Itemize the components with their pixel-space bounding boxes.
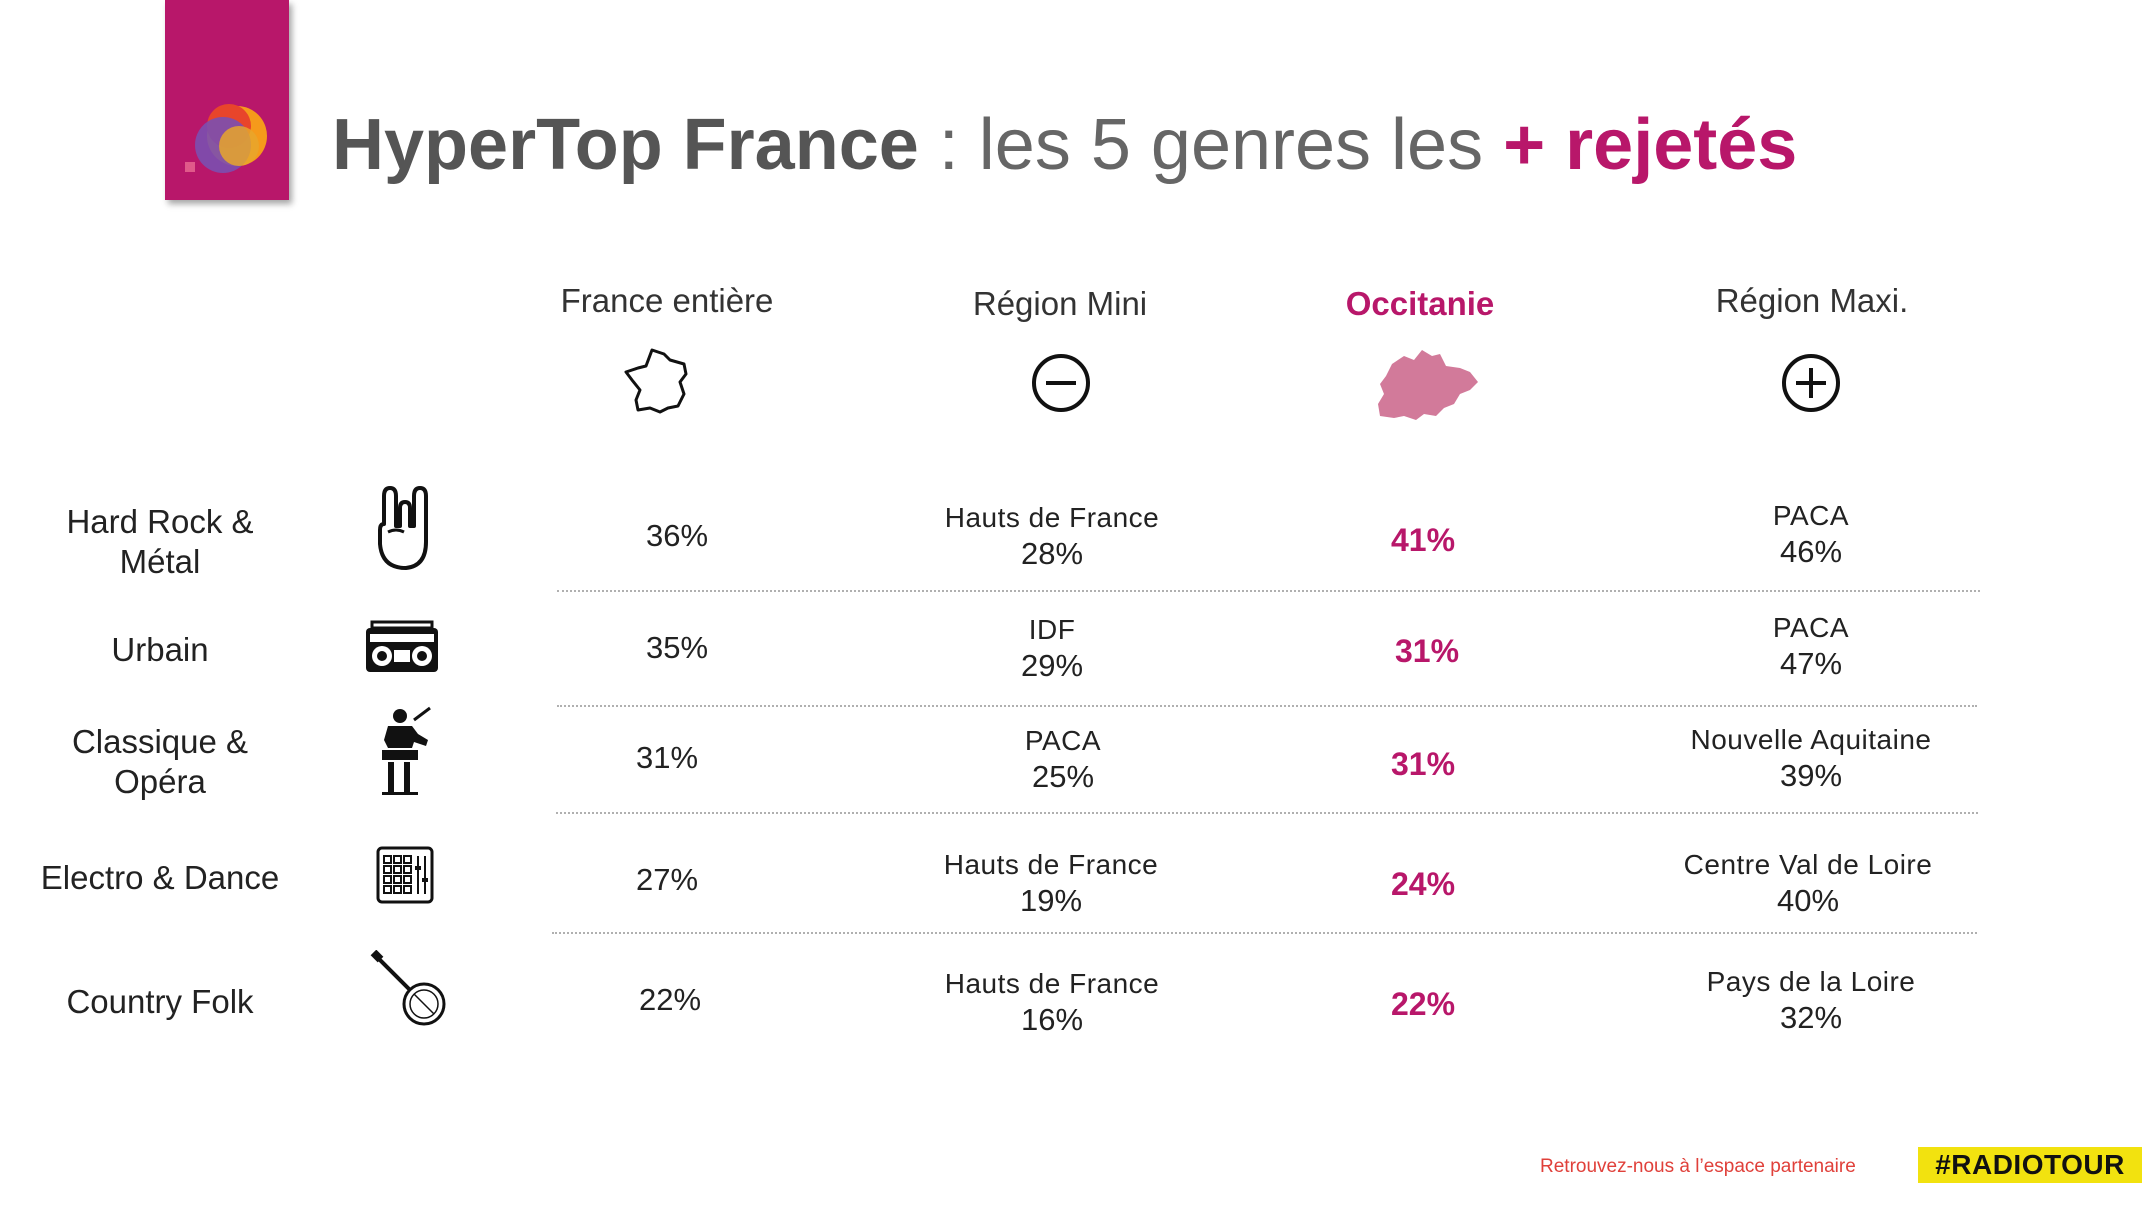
region-mini-cell: Hauts de France 28% xyxy=(872,500,1232,572)
column-header-region-maxi: Région Maxi. xyxy=(1715,282,1909,319)
column-header-region-mini: Région Mini xyxy=(972,285,1148,322)
france-value: 35% xyxy=(645,630,709,665)
region-value: 25% xyxy=(1031,759,1095,794)
boombox-icon xyxy=(366,620,438,672)
genre-label-country-folk: Country Folk xyxy=(66,983,254,1020)
column-header-occitanie: Occitanie xyxy=(1345,285,1495,322)
genre-label-hard-rock: Hard Rock & Métal xyxy=(66,503,254,580)
region-mini-cell: Hauts de France 16% xyxy=(872,966,1232,1038)
region-name: Hauts de France xyxy=(943,849,1159,880)
page-title: HyperTop France : les 5 genres les + rej… xyxy=(332,100,1797,190)
plus-circle-icon xyxy=(1782,354,1840,412)
region-name: IDF xyxy=(1028,614,1076,645)
footer-partner-text: Retrouvez-nous à l’espace partenaire xyxy=(1540,1156,1856,1177)
region-name: Centre Val de Loire xyxy=(1683,849,1933,880)
region-maxi-cell: PACA 47% xyxy=(1631,610,1991,682)
column-header-france: France entière xyxy=(560,282,774,319)
conductor-icon xyxy=(382,706,431,795)
region-mini-cell: Hauts de France 19% xyxy=(871,847,1231,919)
region-value: 32% xyxy=(1779,1000,1843,1035)
region-maxi-cell: Centre Val de Loire 40% xyxy=(1628,847,1988,919)
occitanie-value: 24% xyxy=(1390,866,1456,902)
occitanie-value: 31% xyxy=(1390,746,1456,782)
region-value: 39% xyxy=(1779,758,1843,793)
region-maxi-cell: Nouvelle Aquitaine 39% xyxy=(1631,722,1991,794)
occitanie-value: 22% xyxy=(1390,986,1456,1022)
france-value: 31% xyxy=(635,740,699,775)
title-brand: HyperTop France xyxy=(332,105,919,185)
banjo-icon xyxy=(370,950,446,1026)
region-name: Hauts de France xyxy=(944,968,1160,999)
brand-logo-icon xyxy=(185,104,267,173)
genre-label-urbain: Urbain xyxy=(111,631,209,668)
region-name: Nouvelle Aquitaine xyxy=(1690,724,1932,755)
region-mini-cell: IDF 29% xyxy=(872,612,1232,684)
radiotour-hashtag: #RADIOTOUR xyxy=(1918,1147,2142,1183)
occitanie-value: 31% xyxy=(1394,633,1460,669)
region-maxi-cell: PACA 46% xyxy=(1631,498,1991,570)
france-map-icon xyxy=(624,348,688,414)
occitanie-map-icon xyxy=(1378,350,1478,420)
genre-label-electro: Electro & Dance xyxy=(40,859,280,896)
france-value: 36% xyxy=(645,518,709,553)
drum-pad-icon xyxy=(376,846,434,904)
region-value: 47% xyxy=(1779,646,1843,681)
france-value: 22% xyxy=(638,982,702,1017)
title-accent: + rejetés xyxy=(1503,105,1798,185)
title-middle: : les 5 genres les xyxy=(918,105,1504,185)
region-maxi-cell: Pays de la Loire 32% xyxy=(1631,964,1991,1036)
region-value: 28% xyxy=(1020,536,1084,571)
region-name: Pays de la Loire xyxy=(1706,966,1916,997)
row-divider xyxy=(552,932,1977,934)
region-value: 40% xyxy=(1776,883,1840,918)
occitanie-value: 41% xyxy=(1390,522,1456,558)
brand-logo-tab xyxy=(165,0,289,200)
region-name: Hauts de France xyxy=(944,502,1160,533)
row-divider xyxy=(556,812,1978,814)
region-name: PACA xyxy=(1772,612,1850,643)
row-divider xyxy=(557,590,1980,592)
region-value: 46% xyxy=(1779,534,1843,569)
region-value: 19% xyxy=(1019,883,1083,918)
region-value: 29% xyxy=(1020,648,1084,683)
genre-label-classique: Classique & Opéra xyxy=(71,723,249,800)
minus-circle-icon xyxy=(1032,354,1090,412)
region-name: PACA xyxy=(1772,500,1850,531)
region-value: 16% xyxy=(1020,1002,1084,1037)
region-mini-cell: PACA 25% xyxy=(883,723,1243,795)
rock-hand-icon xyxy=(378,486,428,570)
region-name: PACA xyxy=(1024,725,1102,756)
row-divider xyxy=(557,705,1977,707)
france-value: 27% xyxy=(635,862,699,897)
